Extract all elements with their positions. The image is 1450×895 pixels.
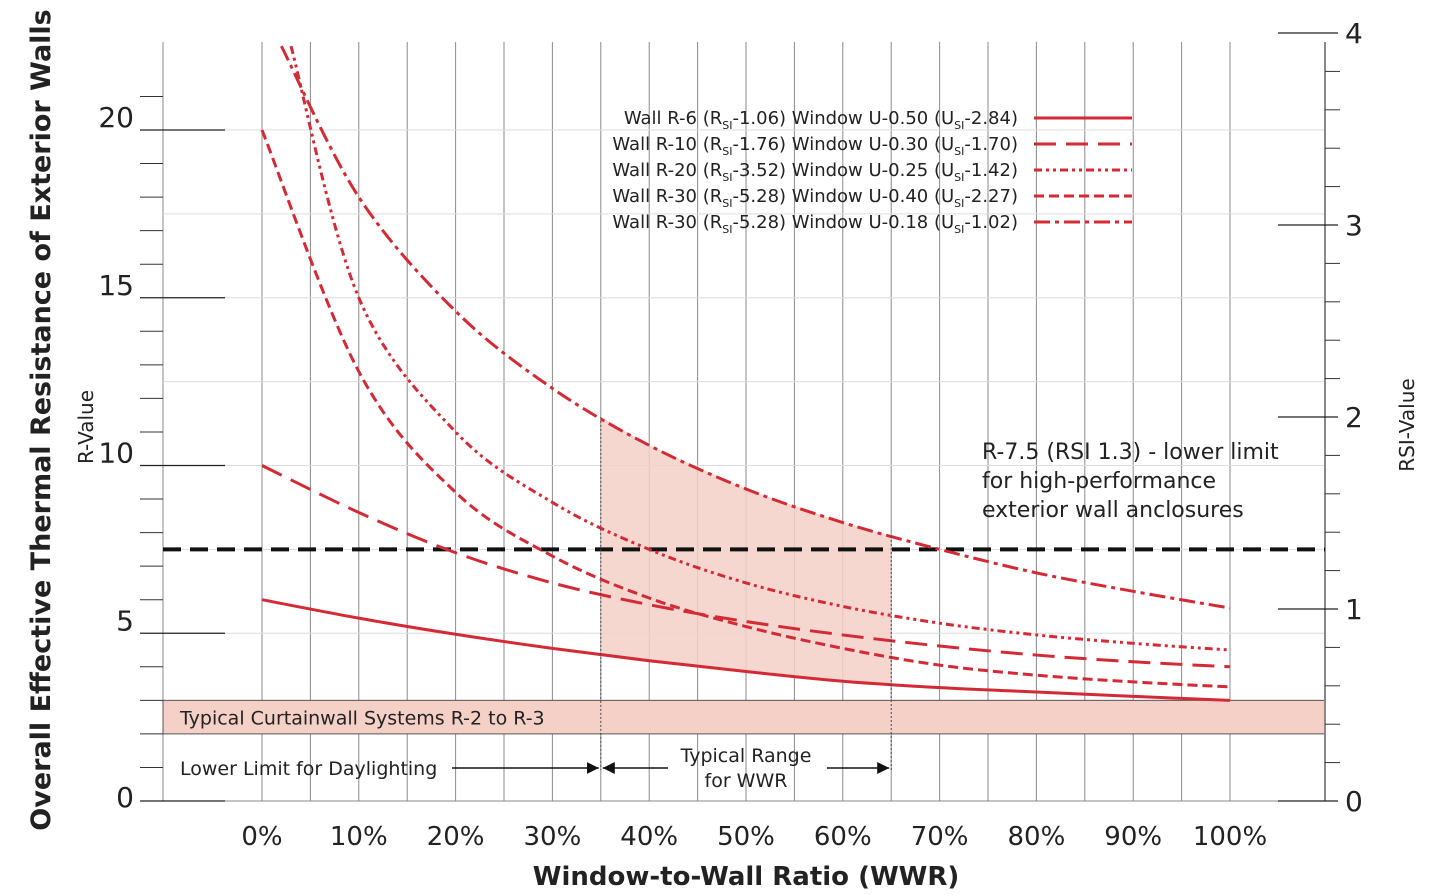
legend-entry-label: Wall R-20 (RSI-3.52) Window U-0.25 (USI-…: [612, 160, 1018, 184]
daylight-label: Lower Limit for Daylighting: [180, 758, 437, 780]
reference-line-label: for high-performance: [982, 469, 1216, 494]
legend-text-part: -2.27): [964, 186, 1018, 207]
y-axis-left-sub: R-Value: [74, 390, 98, 464]
y-axis-right-title: RSI-Value: [1395, 378, 1419, 471]
legend-subscript: SI: [722, 197, 732, 210]
x-tick-label: 60%: [814, 822, 872, 852]
legend-subscript: SI: [954, 197, 964, 210]
reference-line-label: exterior wall anclosures: [982, 498, 1244, 523]
x-axis-title: Window-to-Wall Ratio (WWR): [533, 862, 959, 892]
curtainwall-band-label: Typical Curtainwall Systems R-2 to R-3: [179, 707, 545, 729]
reference-line-label: R-7.5 (RSI 1.3) - lower limit: [982, 440, 1279, 465]
legend-subscript: SI: [722, 223, 732, 236]
x-tick-label: 80%: [1008, 822, 1066, 852]
legend-subscript: SI: [954, 119, 964, 132]
legend-text-part: Wall R-30 (R: [612, 186, 722, 207]
legend-text-part: Wall R-30 (R: [612, 212, 722, 233]
legend-text-part: -5.28) Window U-0.18 (U: [732, 212, 954, 233]
legend-text-part: -1.02): [964, 212, 1018, 233]
x-tick-label: 20%: [427, 822, 485, 852]
typical-range-label: for WWR: [705, 770, 788, 792]
x-tick-label: 30%: [524, 822, 582, 852]
legend-text-part: -1.76) Window U-0.30 (U: [732, 134, 954, 155]
gridlines: [163, 42, 1325, 801]
typical-range-label: Typical Range: [680, 745, 812, 767]
x-tick-label: 70%: [911, 822, 969, 852]
legend-text-part: -1.06) Window U-0.50 (U: [732, 108, 954, 129]
legend-subscript: SI: [954, 223, 964, 236]
y-tick-label: 15: [98, 269, 134, 302]
y2-tick-label: 4: [1345, 17, 1363, 50]
y-tick-label: 0: [116, 781, 134, 814]
y2-tick-label: 1: [1345, 593, 1363, 626]
legend-entry-label: Wall R-6 (RSI-1.06) Window U-0.50 (USI-2…: [624, 108, 1018, 132]
legend-subscript: SI: [722, 171, 732, 184]
y2-tick-label: 3: [1345, 209, 1363, 242]
legend-subscript: SI: [954, 171, 964, 184]
legend-text-part: Wall R-10 (R: [612, 134, 722, 155]
legend-text-part: -2.84): [964, 108, 1018, 129]
y2-tick-label: 2: [1345, 401, 1363, 434]
legend-subscript: SI: [722, 145, 732, 158]
y-tick-label: 20: [98, 101, 134, 134]
x-tick-label: 100%: [1193, 822, 1267, 852]
y2-tick-label: 0: [1345, 785, 1363, 818]
x-tick-label: 0%: [241, 822, 282, 852]
legend-entry-label: Wall R-30 (RSI-5.28) Window U-0.18 (USI-…: [612, 212, 1018, 236]
x-tick-label: 10%: [330, 822, 388, 852]
legend-text-part: Wall R-6 (R: [624, 108, 722, 129]
legend-entry-label: Wall R-10 (RSI-1.76) Window U-0.30 (USI-…: [612, 134, 1018, 158]
legend-subscript: SI: [722, 119, 732, 132]
legend-text-part: -1.70): [964, 134, 1018, 155]
legend-text-part: -1.42): [964, 160, 1018, 181]
x-tick-label: 50%: [717, 822, 775, 852]
legend-entry-label: Wall R-30 (RSI-5.28) Window U-0.40 (USI-…: [612, 186, 1018, 210]
legend: Wall R-6 (RSI-1.06) Window U-0.50 (USI-2…: [612, 108, 1132, 236]
legend-text-part: -3.52) Window U-0.25 (U: [732, 160, 954, 181]
y-tick-label: 5: [116, 604, 134, 637]
x-tick-label: 90%: [1104, 822, 1162, 852]
legend-subscript: SI: [954, 145, 964, 158]
x-tick-label: 40%: [620, 822, 678, 852]
y-tick-label: 10: [98, 437, 134, 470]
legend-text-part: Wall R-20 (R: [612, 160, 722, 181]
y-axis-title: Overall Effective Thermal Resistance of …: [26, 9, 57, 830]
legend-text-part: -5.28) Window U-0.40 (U: [732, 186, 954, 207]
